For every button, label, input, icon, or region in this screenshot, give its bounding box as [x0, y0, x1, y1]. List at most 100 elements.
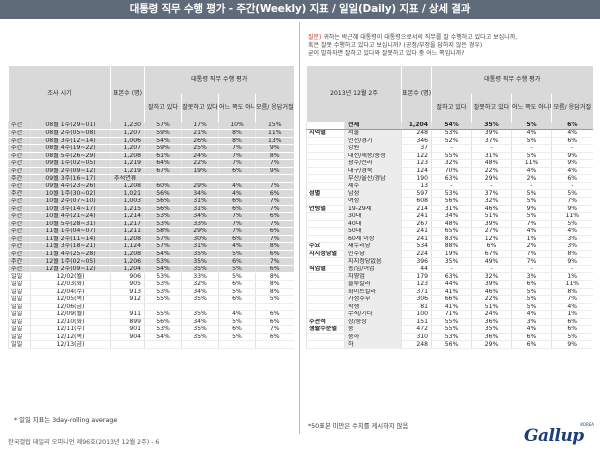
row-neither: 5%: [511, 295, 552, 304]
row-dk: 1%: [550, 272, 593, 281]
row-good: 63%: [431, 272, 472, 281]
header-period: 조사 시기: [8, 66, 111, 122]
row-bad: 31%: [181, 205, 219, 214]
row-subgroup: 50대: [344, 227, 402, 236]
row-sample: 911: [110, 310, 145, 319]
row-sample: 597: [401, 189, 432, 198]
row-bad: 67%: [471, 250, 512, 259]
row-subgroup: 학생: [344, 303, 402, 312]
row-period: 10월 1주(30~02): [30, 189, 111, 198]
row-type: 일일: [8, 325, 31, 334]
table-row: 주간 11월 3주(18~21) 1,124 57% 31% 4% 8%: [8, 242, 294, 251]
row-period: 08월 4주(19~22): [30, 144, 111, 153]
table-row: 무직/기타 100 71% 24% 4% 1%: [306, 310, 593, 319]
table-row: 지역별 서울 248 53% 39% 4% 4%: [306, 129, 593, 138]
row-period: 10월 5주(28~31): [30, 219, 111, 229]
row-neither: 4%: [218, 189, 256, 198]
question-line-2: 혹은 잘못 수행하고 있다고 보십니까? (공정/부정을 답하지 않은 경우): [308, 42, 483, 49]
row-good: 56%: [144, 318, 182, 327]
row-period: 09월 1주(02~05): [30, 159, 111, 168]
row-type: 일일: [8, 280, 31, 289]
row-type: 주간: [8, 197, 31, 206]
row-neither: 8%: [218, 129, 256, 138]
row-good: 70%: [431, 167, 472, 176]
row-period: 12/04(수): [30, 288, 111, 297]
row-bad: 34%: [181, 189, 219, 198]
row-sample: 224: [401, 250, 432, 259]
table-row: 주간 09월 3주(16~17) 추석연휴: [8, 174, 294, 183]
row-subgroup: 인천/경기: [344, 137, 402, 146]
row-sample: 190: [401, 174, 432, 183]
table-row: 대전/세종/충청 122 55% 31% 5% 9%: [306, 152, 593, 161]
table-row: 주간 10월 3주(14~17) 1,215 56% 31% 6% 7%: [8, 205, 294, 214]
row-subgroup: 중: [344, 325, 402, 334]
row-sample: 81: [401, 303, 432, 312]
row-neither: -: [511, 182, 552, 191]
row-category: [306, 272, 345, 281]
row-bad: 51%: [471, 212, 512, 221]
row-bad: [181, 340, 219, 349]
row-bad: 24%: [181, 152, 219, 161]
row-good: 56%: [144, 189, 182, 198]
row-period: 11월 4주(25~28): [30, 250, 111, 259]
row-subgroup: 전체: [344, 122, 402, 131]
row-dk: 7%: [254, 205, 294, 214]
row-neither: 5%: [218, 288, 256, 297]
table-row: 주간 10월 1주(30~02) 1,021 56% 34% 4% 6%: [8, 189, 294, 198]
detail-table: 2013년 12월 2주 표본수 (명) 대통령 직무 수행 평가 잘하고 있다…: [306, 66, 593, 349]
row-category: [306, 122, 345, 131]
row-type: 일일: [8, 310, 31, 319]
table-row: 주간 11월 1주(04~07) 1,211 58% 29% 7% 6%: [8, 227, 294, 236]
row-good: 58%: [144, 227, 182, 236]
table-row: 하 248 56% 29% 6% 9%: [306, 340, 593, 349]
row-neither: 6%: [218, 280, 256, 289]
row-type: 주간: [8, 212, 31, 221]
row-subgroup: 대구/경북: [344, 167, 402, 176]
row-bad: 36%: [471, 333, 512, 342]
row-bad: 35%: [181, 265, 219, 274]
row-bad: 51%: [471, 303, 512, 312]
row-type: 주간: [8, 129, 31, 138]
row-period: 12월 1주(02~05): [30, 257, 111, 266]
row-sample: 214: [401, 204, 432, 214]
row-sample: 1,215: [110, 205, 145, 214]
row-dk: [254, 303, 294, 312]
row-bad: 21%: [181, 129, 219, 138]
row-type: 일일: [8, 303, 31, 312]
row-sample: 1,207: [110, 144, 145, 153]
row-dk: 6%: [254, 250, 294, 259]
row-good: 53%: [431, 189, 472, 198]
row-dk: 9%: [254, 167, 294, 176]
row-period: 08월 5주(26~29): [30, 152, 111, 161]
row-category: [306, 159, 345, 168]
row-good: [144, 303, 182, 312]
row-subgroup: 블루칼라: [344, 280, 402, 289]
row-neither: 5%: [218, 318, 256, 327]
row-good: 54%: [144, 250, 182, 259]
row-good: 35%: [431, 257, 472, 266]
right-table-body: 전체 1,204 54% 35% 5% 6% 지역별 서울 248 53% 39% 4% 4% 인천/경기…: [306, 122, 593, 349]
row-good: 48%: [431, 220, 472, 229]
table-row: 주간 08월 1주(29~01) 1,230 57% 17% 10% 15%: [8, 122, 294, 131]
row-sample: 346: [401, 137, 432, 146]
table-row: 주간 08월 4주(19~22) 1,207 59% 25% 7% 9%: [8, 144, 294, 153]
row-subgroup: 민주당: [344, 250, 402, 259]
row-bad: 46%: [471, 204, 512, 214]
row-dk: -: [550, 182, 593, 191]
table-row: 화이트칼라 371 41% 46% 5% 8%: [306, 288, 593, 297]
row-sample: 913: [110, 288, 145, 297]
row-bad: 29%: [471, 174, 512, 183]
row-sample: 1,006: [110, 137, 145, 146]
row-dk: 3%: [550, 242, 593, 251]
row-neither: 5%: [511, 212, 552, 221]
row-subgroup: 상/중상: [344, 317, 402, 327]
row-bad: 34%: [181, 212, 219, 221]
row-dk: 6%: [254, 189, 294, 198]
row-neither: 6%: [218, 295, 256, 304]
row-sample: 1,204: [401, 122, 432, 131]
row-neither: 3%: [511, 317, 552, 327]
row-good: 61%: [144, 152, 182, 161]
row-good: 53%: [144, 212, 182, 221]
table-row: 블루칼라 123 44% 39% 6% 11%: [306, 280, 593, 289]
row-dk: 8%: [254, 280, 294, 289]
